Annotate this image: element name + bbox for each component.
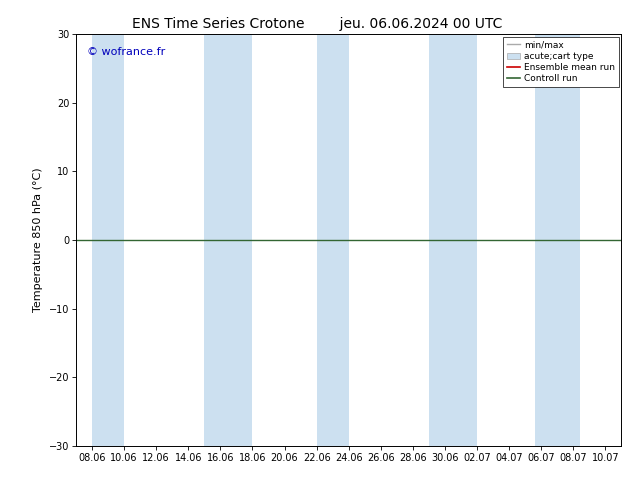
Y-axis label: Temperature 850 hPa (°C): Temperature 850 hPa (°C)	[33, 168, 43, 313]
Bar	[316, 34, 349, 446]
Bar	[204, 34, 252, 446]
Bar	[429, 34, 477, 446]
Bar	[92, 34, 124, 446]
Text: © wofrance.fr: © wofrance.fr	[87, 47, 165, 57]
Bar	[534, 34, 579, 446]
Text: ENS Time Series Crotone        jeu. 06.06.2024 00 UTC: ENS Time Series Crotone jeu. 06.06.2024 …	[132, 17, 502, 31]
Legend: min/max, acute;cart type, Ensemble mean run, Controll run: min/max, acute;cart type, Ensemble mean …	[503, 37, 619, 87]
